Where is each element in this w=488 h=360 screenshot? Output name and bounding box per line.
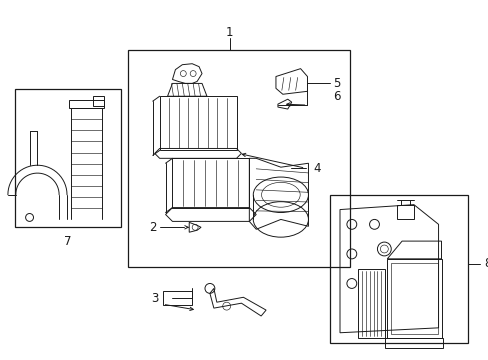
Bar xyxy=(159,96,236,150)
Bar xyxy=(329,195,467,343)
Bar xyxy=(357,269,385,338)
Text: 8: 8 xyxy=(483,257,488,270)
Text: 1: 1 xyxy=(225,26,233,39)
Bar xyxy=(92,96,104,106)
Bar xyxy=(385,338,443,347)
Text: 6: 6 xyxy=(333,90,340,103)
Text: 7: 7 xyxy=(64,235,72,248)
Bar xyxy=(15,89,121,227)
Text: 5: 5 xyxy=(333,77,340,90)
Bar xyxy=(386,259,441,338)
Bar xyxy=(69,100,104,108)
Text: 4: 4 xyxy=(313,162,321,175)
Bar xyxy=(172,158,249,208)
Bar xyxy=(390,263,437,334)
Bar xyxy=(163,291,192,305)
Text: 3: 3 xyxy=(151,292,158,305)
Text: 2: 2 xyxy=(149,221,156,234)
Bar xyxy=(128,50,349,267)
